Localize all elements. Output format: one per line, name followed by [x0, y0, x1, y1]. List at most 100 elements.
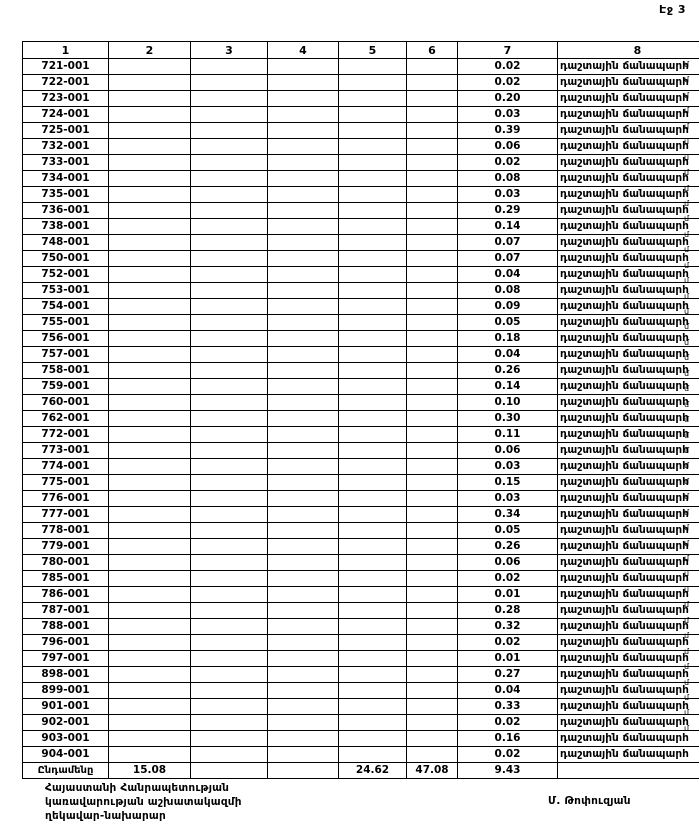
- table-cell-col-5: [339, 395, 407, 411]
- table-cell-col-1: 773-001: [23, 443, 109, 459]
- table-cell-col-8: դաշտային ճանապարհ: [558, 219, 699, 235]
- table-cell-col-2: [109, 59, 191, 75]
- table-cell-col-5: [339, 571, 407, 587]
- table-cell-col-8: դաշտային ճանապարհ: [558, 139, 699, 155]
- margin-fragment: մ: [684, 196, 699, 211]
- margin-fragment: մ: [684, 350, 699, 365]
- table-cell-col-4: [268, 683, 339, 699]
- table-cell-col-2: [109, 667, 191, 683]
- table-cell-col-4: [268, 347, 339, 363]
- column-header-1: 1: [23, 42, 109, 59]
- table-cell-col-1: 756-001: [23, 331, 109, 347]
- table-cell-col-7: 0.34: [458, 507, 558, 523]
- table-cell-col-8: դաշտային ճանապարհ: [558, 523, 699, 539]
- table-cell-col-2: [109, 283, 191, 299]
- table-cell-col-2: [109, 91, 191, 107]
- table-cell-col-3: [191, 683, 268, 699]
- table-cell-col-8: դաշտային ճանապարհ: [558, 75, 699, 91]
- table-cell-col-4: [268, 363, 339, 379]
- table-cell-col-7: 0.33: [458, 699, 558, 715]
- table-cell-col-2: [109, 587, 191, 603]
- table-cell-col-7: 0.03: [458, 491, 558, 507]
- table-cell-col-2: [109, 251, 191, 267]
- table-cell-col-3: [191, 443, 268, 459]
- table-cell-col-6: [407, 523, 458, 539]
- table-cell-col-2: [109, 299, 191, 315]
- table-cell-col-7: 0.28: [458, 603, 558, 619]
- table-cell-col-8: դաշտային ճանապարհ: [558, 715, 699, 731]
- margin-fragment: մ: [684, 397, 699, 412]
- table-cell-col-4: [268, 747, 339, 763]
- table-cell-col-3: [191, 171, 268, 187]
- table-cell-col-4: [268, 283, 339, 299]
- table-cell-col-8: դաշտային ճանապարհ: [558, 91, 699, 107]
- table-cell-col-7: 0.01: [458, 587, 558, 603]
- table-cell-col-4: [268, 555, 339, 571]
- table-cell-col-8: դաշտային ճանապարհ: [558, 251, 699, 267]
- table-cell-col-6: [407, 699, 458, 715]
- table-cell-col-5: [339, 555, 407, 571]
- table-cell-col-7: 0.11: [458, 427, 558, 443]
- margin-fragment: մ: [684, 88, 699, 103]
- table-cell-col-3: [191, 587, 268, 603]
- table-cell-col-6: [407, 363, 458, 379]
- total-cell-col-1: Ընդամենը: [23, 763, 109, 779]
- table-cell-col-6: [407, 59, 458, 75]
- table-cell-col-3: [191, 107, 268, 123]
- column-header-8: 8: [558, 42, 699, 59]
- table-cell-col-7: 0.02: [458, 747, 558, 763]
- table-cell-col-4: [268, 491, 339, 507]
- table-cell-col-3: [191, 283, 268, 299]
- table-cell-col-4: [268, 619, 339, 635]
- table-cell-col-5: [339, 155, 407, 171]
- table-cell-col-5: [339, 267, 407, 283]
- table-cell-col-3: [191, 667, 268, 683]
- table-cell-col-3: [191, 75, 268, 91]
- margin-fragment: մ: [684, 119, 699, 134]
- table-cell-col-8: դաշտային ճանապարհ: [558, 603, 699, 619]
- table-cell-col-6: [407, 555, 458, 571]
- table-cell-col-7: 0.27: [458, 667, 558, 683]
- table-cell-col-8: դաշտային ճանապարհ: [558, 475, 699, 491]
- table-cell-col-8: դաշտային ճանապարհ: [558, 427, 699, 443]
- table-cell-col-4: [268, 699, 339, 715]
- table-cell-col-1: 772-001: [23, 427, 109, 443]
- table-cell-col-2: [109, 219, 191, 235]
- table-cell-col-3: [191, 411, 268, 427]
- margin-fragment: մ: [684, 211, 699, 226]
- table-cell-col-6: [407, 315, 458, 331]
- table-cell-col-6: [407, 507, 458, 523]
- table-cell-col-2: [109, 603, 191, 619]
- margin-fragment: մ: [684, 489, 699, 504]
- table-cell-col-6: [407, 747, 458, 763]
- table-cell-col-4: [268, 651, 339, 667]
- table-cell-col-3: [191, 427, 268, 443]
- table-cell-col-7: 0.02: [458, 59, 558, 75]
- table-cell-col-4: [268, 299, 339, 315]
- total-cell-col-6: 47.08: [407, 763, 458, 779]
- table-cell-col-8: դաշտային ճանապարհ: [558, 299, 699, 315]
- table-cell-col-4: [268, 587, 339, 603]
- table-cell-col-6: [407, 491, 458, 507]
- table-cell-col-6: [407, 331, 458, 347]
- margin-fragment: մ: [684, 273, 699, 288]
- table-cell-col-1: 723-001: [23, 91, 109, 107]
- margin-fragment: մ: [684, 381, 699, 396]
- table-cell-col-1: 779-001: [23, 539, 109, 555]
- table-cell-col-8: դաշտային ճանապարհ: [558, 555, 699, 571]
- table-cell-col-6: [407, 571, 458, 587]
- margin-fragment: մ: [684, 289, 699, 304]
- table-cell-col-3: [191, 59, 268, 75]
